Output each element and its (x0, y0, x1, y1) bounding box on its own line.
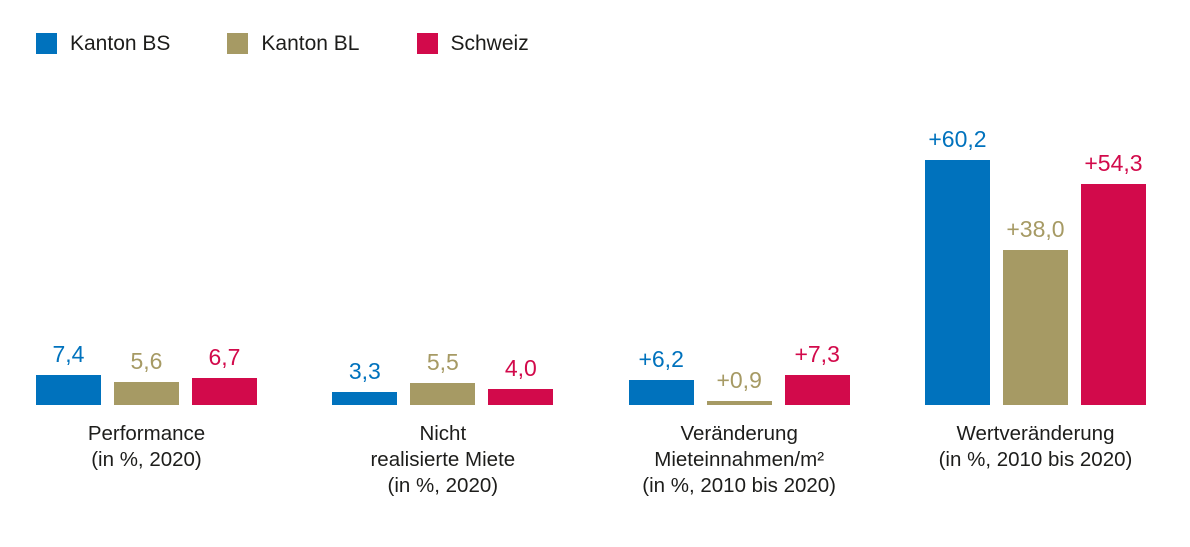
legend-label: Kanton BS (70, 32, 171, 55)
bar-group-4: +60,2 +38,0 +54,3 Wertveränderung (in %, 201… (924, 87, 1146, 473)
bar-column: 5,6 (114, 87, 179, 405)
bar-value-label: 5,6 (130, 348, 163, 374)
legend-label: Kanton BL (261, 32, 360, 55)
bar-value-label: 7,4 (52, 341, 85, 367)
bar-group-1: 7,4 5,6 6,7 Performance (in %, 2020) (36, 87, 257, 473)
category-label: Veränderung Mieteinnahmen/m² (in %, 2010 b… (642, 422, 837, 498)
legend-swatch-icon (227, 33, 249, 54)
bar-column: +54,3 (1080, 87, 1146, 405)
category-label: Performance (in %, 2020) (87, 422, 206, 472)
bar-value-label: +6,2 (638, 346, 684, 372)
bar-kanton-bl (114, 382, 179, 405)
bar-kanton-bl (1002, 250, 1068, 405)
category-label: Nicht realisierte Miete (in %, 2020) (370, 422, 516, 498)
bar-value-label: 5,5 (426, 349, 459, 375)
bar-value-label: +38,0 (1006, 216, 1065, 242)
bar-kanton-bs (36, 375, 101, 405)
bar-schweiz (488, 389, 554, 405)
bar-group-2: 3,3 5,5 4,0 Nicht realisierte Miete (in %, 20… (332, 87, 554, 499)
bar-value-label: +7,3 (794, 341, 840, 367)
category-label: Wertveränderung (in %, 2010 bis 2020) (938, 422, 1133, 472)
bar-kanton-bs (628, 380, 694, 405)
bar-row: +60,2 +38,0 +54,3 (924, 87, 1146, 405)
bar-schweiz (192, 378, 257, 405)
bar-column: 6,7 (192, 87, 257, 405)
bar-row: 7,4 5,6 6,7 (36, 87, 257, 405)
bar-column: 5,5 (410, 87, 476, 405)
legend-label: Schweiz (450, 32, 529, 55)
bar-column: +38,0 (1002, 87, 1068, 405)
bar-row: 3,3 5,5 4,0 (332, 87, 554, 405)
bar-group-3: +6,2 +0,9 +7,3 Veränderung Mieteinnahmen/m²(… (628, 87, 850, 499)
bar-value-label: 4,0 (504, 355, 537, 381)
legend-swatch-icon (36, 33, 57, 54)
bar-row: +6,2 +0,9 +7,3 (628, 87, 850, 405)
bar-column: +6,2 (628, 87, 694, 405)
bar-value-label: 3,3 (348, 358, 381, 384)
bar-value-label: +60,2 (928, 126, 987, 152)
bar-schweiz (784, 375, 850, 405)
bar-value-label: +0,9 (716, 367, 762, 393)
legend-swatch-icon (416, 33, 438, 54)
bar-column: 3,3 (332, 87, 398, 405)
bar-column: +60,2 (924, 87, 990, 405)
bar-column: +7,3 (784, 87, 850, 405)
bar-column: 7,4 (36, 87, 101, 405)
legend-item-kanton-bs: Kanton BS (36, 33, 170, 54)
bar-value-label: +54,3 (1084, 150, 1143, 176)
bar-schweiz (1080, 184, 1146, 405)
bar-value-label: 6,7 (208, 344, 241, 370)
bar-column: 4,0 (488, 87, 554, 405)
plot-area: 7,4 5,6 6,7 Performance (in %, 2020) 3,3 5,5 4,… (0, 87, 1190, 499)
bar-column: +0,9 (706, 87, 772, 405)
bar-kanton-bs (332, 392, 398, 405)
legend-item-kanton-bl: Kanton BL (227, 32, 360, 55)
chart-legend: Kanton BS Kanton BL Schweiz (0, 0, 1190, 54)
legend-item-schweiz: Schweiz (416, 32, 529, 55)
bar-kanton-bl (706, 401, 772, 405)
bar-kanton-bs (924, 160, 990, 405)
bar-kanton-bl (410, 383, 476, 405)
